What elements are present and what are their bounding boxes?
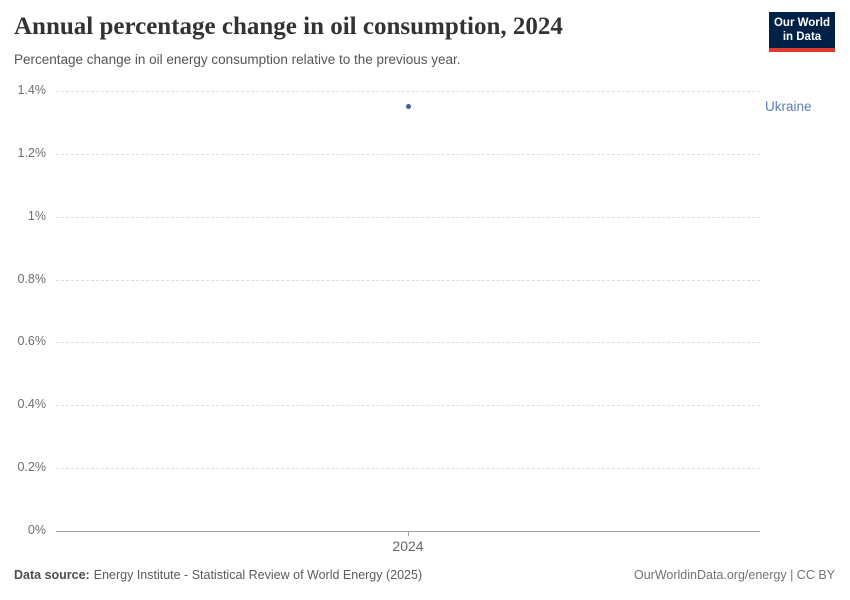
- y-axis-tick-label: 0.4%: [17, 397, 47, 411]
- credit-link[interactable]: OurWorldinData.org/energy | CC BY: [633, 568, 835, 582]
- data-source-text: Energy Institute - Statistical Review of…: [93, 568, 423, 582]
- y-axis-tick-label: 1%: [27, 209, 46, 223]
- gridline-0.6%: [56, 342, 760, 343]
- data-source: Data source: Energy Institute - Statistic…: [14, 568, 422, 582]
- gridline-1.4%: [56, 91, 760, 92]
- data-source-label: Data source:: [14, 568, 90, 582]
- entity-label-ukraine[interactable]: Ukraine: [765, 98, 812, 114]
- y-axis-tick-label: 0.2%: [17, 460, 47, 474]
- owid-logo-line2: in Data: [782, 31, 822, 44]
- owid-logo[interactable]: Our World in Data: [769, 12, 835, 52]
- y-axis-tick-label: 1.2%: [17, 146, 47, 160]
- gridline-1%: [56, 217, 760, 218]
- chart-footer: Data source: Energy Institute - Statistic…: [14, 568, 835, 582]
- x-axis-tick-mark: [408, 531, 409, 536]
- gridline-1.2%: [56, 154, 760, 155]
- y-axis-tick-label: 0%: [27, 523, 46, 537]
- owid-logo-line1: Our World: [773, 17, 830, 29]
- y-axis-tick-label: 0.6%: [17, 334, 47, 348]
- page-title: Annual percentage change in oil consumpt…: [14, 13, 563, 40]
- x-axis-tick-label: 2024: [392, 538, 424, 554]
- gridline-0.4%: [56, 405, 760, 406]
- gridline-0.2%: [56, 468, 760, 469]
- chart-subtitle: Percentage change in oil energy consumpt…: [14, 52, 461, 67]
- data-point-ukraine[interactable]: [405, 104, 411, 110]
- gridline-0.8%: [56, 280, 760, 281]
- y-axis-tick-label: 1.4%: [17, 83, 47, 97]
- y-axis-tick-label: 0.8%: [17, 272, 47, 286]
